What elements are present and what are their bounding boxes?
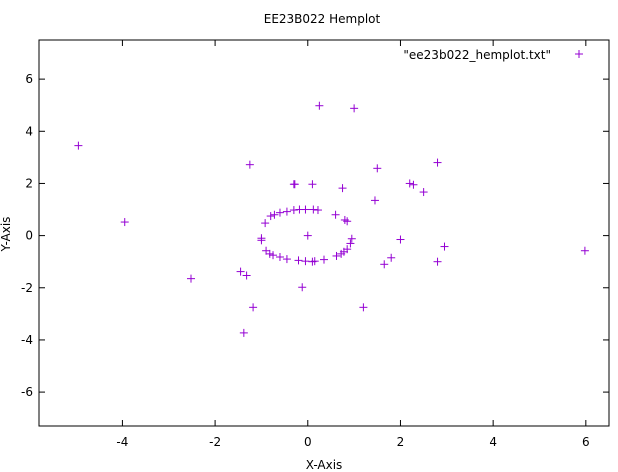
chart-title: EE23B022 Hemplot (264, 12, 381, 26)
data-point (301, 257, 310, 266)
data-point (269, 251, 278, 260)
y-axis-label: Y-Axis (0, 217, 13, 253)
data-point (332, 251, 341, 260)
y-tick-label: -6 (21, 385, 33, 399)
x-tick-label: -2 (209, 435, 221, 449)
data-point (242, 271, 251, 280)
data-point (346, 239, 355, 248)
y-tick-label: 0 (25, 229, 33, 243)
data-point (282, 255, 291, 264)
x-axis-label: X-Axis (306, 458, 343, 472)
data-point (380, 260, 389, 269)
data-point (313, 206, 322, 215)
data-point (370, 196, 379, 205)
x-tick-label: 6 (582, 435, 590, 449)
data-point (350, 104, 359, 113)
data-point (315, 101, 324, 110)
y-tick-label: 4 (25, 124, 33, 138)
x-tick-label: -4 (116, 435, 128, 449)
data-point (301, 205, 310, 214)
data-point (249, 303, 258, 312)
legend-marker-plus (575, 50, 583, 58)
data-point (440, 242, 449, 251)
data-point (396, 235, 405, 244)
data-point (338, 184, 347, 193)
data-point (308, 180, 317, 189)
data-point (580, 246, 589, 255)
data-point (373, 164, 382, 173)
data-point (419, 188, 428, 197)
data-point (310, 257, 319, 266)
data-point (343, 245, 352, 254)
data-point (270, 210, 279, 219)
data-point (331, 210, 340, 219)
data-point (347, 234, 356, 243)
x-tick-label: 0 (304, 435, 312, 449)
data-point (343, 217, 352, 226)
data-point (298, 283, 307, 292)
data-point (320, 255, 328, 264)
data-point (405, 179, 414, 188)
data-points (74, 101, 589, 337)
data-point (74, 141, 83, 150)
data-point (120, 218, 129, 227)
data-point (294, 256, 303, 265)
data-point (433, 158, 442, 167)
data-point (275, 252, 284, 261)
x-tick-label: 4 (489, 435, 497, 449)
legend: "ee23b022_hemplot.txt" (403, 48, 583, 62)
y-tick-label: 2 (25, 176, 33, 190)
data-point (261, 219, 270, 228)
data-point (187, 274, 195, 283)
data-point (257, 234, 266, 243)
y-tick-label: 6 (25, 72, 33, 86)
data-point (275, 208, 284, 217)
data-point (289, 206, 298, 215)
data-point (359, 303, 368, 312)
data-point (387, 253, 396, 262)
axis-tick-labels: -4 -2 0 2 4 6 -6 -4 -2 0 2 4 6 (21, 72, 590, 449)
legend-entry-label: "ee23b022_hemplot.txt" (403, 48, 551, 62)
legend-marker (575, 50, 583, 58)
y-tick-label: -4 (21, 333, 33, 347)
data-point (245, 160, 254, 169)
data-point (309, 205, 318, 214)
axis-ticks (39, 40, 609, 426)
data-point (290, 180, 299, 189)
data-point (236, 267, 245, 276)
data-point (266, 212, 275, 221)
x-tick-label: 2 (397, 435, 405, 449)
y-tick-label: -2 (21, 281, 33, 295)
data-point (282, 207, 291, 216)
data-point (433, 257, 442, 266)
data-point (303, 231, 312, 240)
data-point (409, 180, 418, 189)
data-point (239, 328, 248, 337)
plot-frame (38, 39, 610, 427)
data-point (265, 249, 274, 258)
